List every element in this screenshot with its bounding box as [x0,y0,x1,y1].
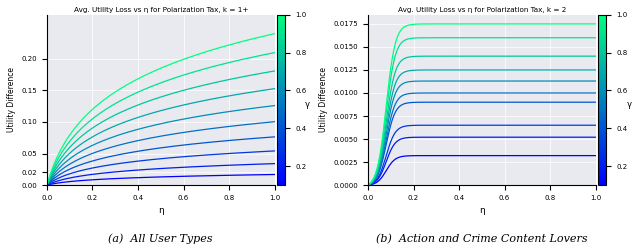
Title: Avg. Utility Loss vs η for Polarization Tax, k = 2: Avg. Utility Loss vs η for Polarization … [397,7,566,13]
Text: (b)  Action and Crime Content Lovers: (b) Action and Crime Content Lovers [376,234,588,244]
Y-axis label: Utility Difference: Utility Difference [319,67,328,132]
Title: Avg. Utility Loss vs η for Polarization Tax, k = 1+: Avg. Utility Loss vs η for Polarization … [74,7,248,13]
X-axis label: η: η [158,206,164,215]
Y-axis label: Utility Difference: Utility Difference [7,67,16,132]
Text: (a)  All User Types: (a) All User Types [108,233,213,244]
Y-axis label: γ: γ [305,100,310,109]
X-axis label: η: η [479,206,484,215]
Y-axis label: γ: γ [627,100,631,109]
